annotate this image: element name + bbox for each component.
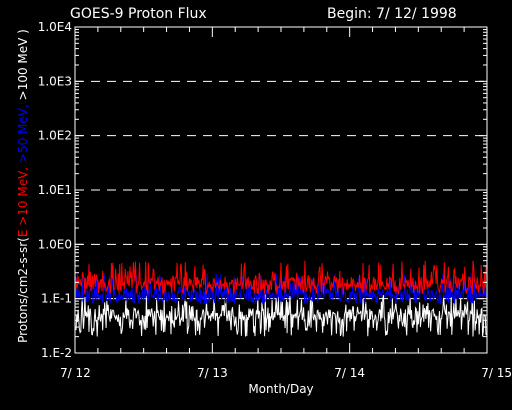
x-tick-label: 7/ 13 <box>197 366 228 380</box>
y-axis-label-part: E >10 MeV, <box>16 163 30 237</box>
y-tick-label: 1.0E0 <box>38 237 72 251</box>
y-tick-label: 1.0E2 <box>38 129 72 143</box>
x-tick-label: 7/ 15 <box>481 366 512 380</box>
x-tick-label: 7/ 12 <box>60 366 91 380</box>
chart-title: GOES-9 Proton Flux <box>70 6 207 22</box>
plot-frame <box>74 26 488 354</box>
x-axis-label: Month/Day <box>248 382 313 396</box>
series-line <box>75 260 487 296</box>
data-series <box>75 260 487 337</box>
series-line <box>75 294 487 337</box>
y-axis-label: Protons/cm2-s-sr(E >10 MeV, >50 MeV, >10… <box>16 29 30 343</box>
y-axis-label-part: Protons/cm2-s-sr( <box>16 237 30 343</box>
y-axis-label-part: >100 MeV ) <box>16 29 30 100</box>
y-axis-label-part: >50 MeV, <box>16 100 30 163</box>
begin-date-label: Begin: 7/ 12/ 1998 <box>327 6 457 22</box>
y-tick-label: 1.E-1 <box>41 292 72 306</box>
x-axis-ticks: 7/ 12 7/ 13 7/ 14 7/ 15 <box>60 27 512 380</box>
grid-lines <box>75 80 487 300</box>
y-tick-label: 1.E-2 <box>41 346 72 360</box>
x-tick-label: 7/ 14 <box>334 366 365 380</box>
y-tick-label: 1.0E3 <box>38 74 72 88</box>
y-tick-label: 1.0E4 <box>38 20 72 34</box>
y-tick-label: 1.0E1 <box>38 183 72 197</box>
y-axis-ticks: 1.0E4 1.0E3 1.0E2 1.0E1 1.0E0 1.E-1 1.E-2 <box>38 20 487 360</box>
